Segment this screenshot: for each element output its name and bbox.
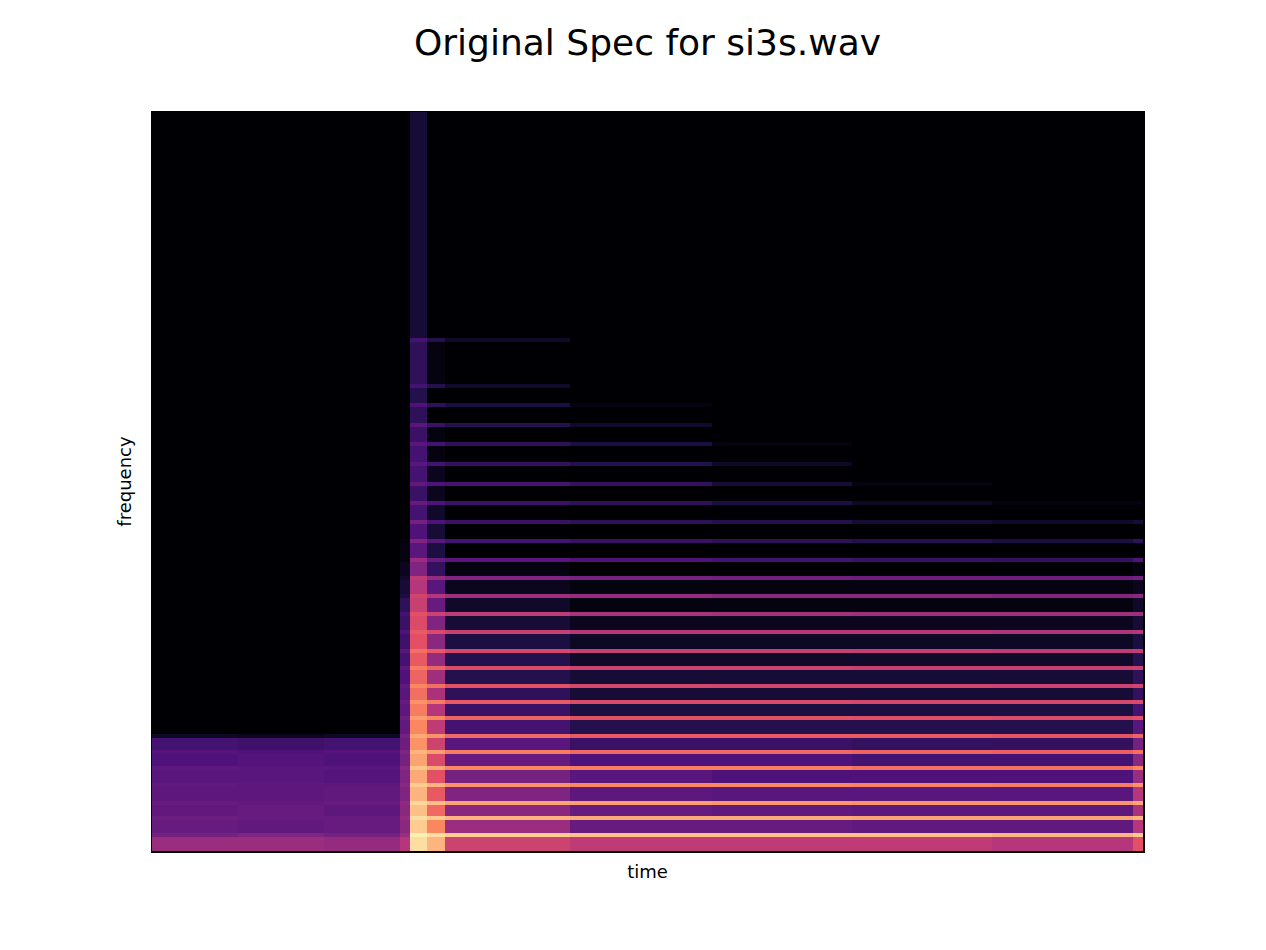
svg-text:time: time — [627, 861, 668, 882]
svg-text:Original Spec for si3s.wav: Original Spec for si3s.wav — [414, 22, 881, 63]
svg-text:frequency: frequency — [114, 436, 135, 527]
